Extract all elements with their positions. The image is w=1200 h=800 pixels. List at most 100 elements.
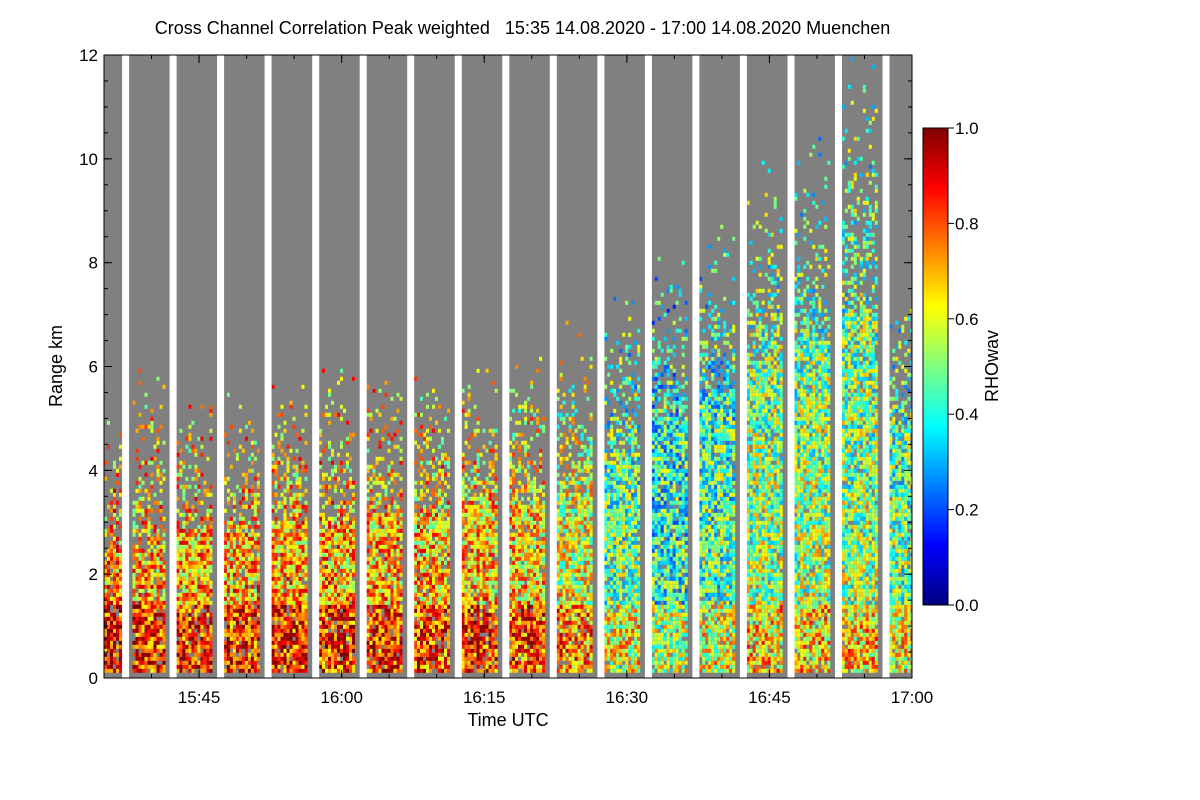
heatmap-cell bbox=[334, 588, 337, 593]
heatmap-cell bbox=[491, 528, 495, 533]
heatmap-cell bbox=[429, 576, 432, 581]
heatmap-cell bbox=[188, 528, 192, 533]
heatmap-cell bbox=[144, 632, 148, 637]
heatmap-cell bbox=[235, 628, 239, 633]
heatmap-cell bbox=[223, 592, 227, 597]
heatmap-cell bbox=[369, 428, 373, 433]
heatmap-cell bbox=[444, 596, 447, 601]
heatmap-cell bbox=[295, 664, 299, 669]
heatmap-cell bbox=[461, 580, 465, 585]
heatmap-cell bbox=[150, 632, 154, 637]
heatmap-cell bbox=[256, 480, 260, 485]
heatmap-cell bbox=[470, 600, 474, 605]
heatmap-cell bbox=[420, 636, 423, 641]
heatmap-cell bbox=[229, 552, 233, 557]
heatmap-cell bbox=[322, 472, 325, 477]
heatmap-cell bbox=[372, 524, 376, 529]
heatmap-cell bbox=[420, 532, 423, 537]
heatmap-cell bbox=[328, 568, 331, 573]
heatmap-cell bbox=[247, 568, 251, 573]
heatmap-cell bbox=[494, 532, 498, 537]
heatmap-cell bbox=[387, 572, 391, 577]
heatmap-cell bbox=[417, 612, 420, 617]
heatmap-cell bbox=[247, 620, 251, 625]
heatmap-cell bbox=[162, 584, 166, 589]
heatmap-cell bbox=[340, 468, 343, 473]
heatmap-cell bbox=[447, 600, 450, 605]
heatmap-cell bbox=[185, 596, 189, 601]
heatmap-cell bbox=[176, 464, 180, 469]
heatmap-cell bbox=[340, 648, 343, 653]
heatmap-cell bbox=[479, 532, 483, 537]
heatmap-cell bbox=[304, 636, 308, 641]
heatmap-cell bbox=[156, 600, 160, 605]
heatmap-cell bbox=[116, 636, 119, 641]
heatmap-cell bbox=[369, 548, 373, 553]
heatmap-cell bbox=[423, 440, 426, 445]
heatmap-cell bbox=[280, 608, 284, 613]
heatmap-cell bbox=[147, 536, 151, 541]
heatmap-cell bbox=[301, 648, 305, 653]
heatmap-cell bbox=[247, 520, 251, 525]
heatmap-cell bbox=[384, 656, 388, 661]
heatmap-cell bbox=[238, 580, 242, 585]
heatmap-cell bbox=[447, 532, 450, 537]
heatmap-cell bbox=[390, 640, 394, 645]
heatmap-cell bbox=[277, 412, 281, 417]
heatmap-cell bbox=[135, 636, 139, 641]
heatmap-cell bbox=[512, 596, 516, 601]
heatmap-cell bbox=[393, 640, 397, 645]
heatmap-cell bbox=[176, 644, 180, 649]
heatmap-cell bbox=[473, 528, 477, 533]
heatmap-cell bbox=[325, 548, 328, 553]
heatmap-cell bbox=[378, 520, 382, 525]
heatmap-cell bbox=[387, 540, 391, 545]
heatmap-cell bbox=[334, 608, 337, 613]
heatmap-cell bbox=[482, 548, 486, 553]
heatmap-cell bbox=[473, 584, 477, 589]
heatmap-cell bbox=[274, 664, 278, 669]
heatmap-cell bbox=[435, 632, 438, 637]
heatmap-cell bbox=[390, 668, 394, 673]
heatmap-cell bbox=[325, 652, 328, 657]
heatmap-cell bbox=[238, 540, 242, 545]
heatmap-cell bbox=[200, 568, 204, 573]
heatmap-cell bbox=[393, 636, 397, 641]
heatmap-cell bbox=[426, 616, 429, 621]
heatmap-cell bbox=[399, 620, 403, 625]
heatmap-cell bbox=[366, 668, 370, 673]
heatmap-cell bbox=[301, 640, 305, 645]
heatmap-cell bbox=[238, 428, 242, 433]
heatmap-cell bbox=[113, 460, 116, 465]
heatmap-cell bbox=[352, 620, 355, 625]
heatmap-cell bbox=[349, 544, 352, 549]
heatmap-cell bbox=[325, 584, 328, 589]
heatmap-cell bbox=[283, 572, 287, 577]
heatmap-cell bbox=[182, 624, 186, 629]
heatmap-cell bbox=[283, 560, 287, 565]
heatmap-cell bbox=[280, 572, 284, 577]
heatmap-cell bbox=[441, 628, 444, 633]
heatmap-cell bbox=[482, 644, 486, 649]
heatmap-cell bbox=[280, 580, 284, 585]
heatmap-cell bbox=[159, 544, 163, 549]
heatmap-cell bbox=[256, 556, 260, 561]
heatmap-cell bbox=[470, 612, 474, 617]
heatmap-cell bbox=[515, 660, 519, 665]
heatmap-cell bbox=[441, 484, 444, 489]
heatmap-cell bbox=[162, 668, 166, 673]
heatmap-cell bbox=[420, 560, 423, 565]
heatmap-cell bbox=[277, 564, 281, 569]
heatmap-cell bbox=[420, 600, 423, 605]
heatmap-cell bbox=[209, 612, 213, 617]
heatmap-cell bbox=[509, 584, 513, 589]
heatmap-cell bbox=[179, 428, 183, 433]
heatmap-cell bbox=[206, 584, 210, 589]
heatmap-cell bbox=[378, 608, 382, 613]
heatmap-cell bbox=[182, 460, 186, 465]
heatmap-cell bbox=[283, 580, 287, 585]
heatmap-cell bbox=[485, 612, 489, 617]
heatmap-cell bbox=[432, 632, 435, 637]
heatmap-cell bbox=[414, 572, 417, 577]
heatmap-cell bbox=[206, 516, 210, 521]
